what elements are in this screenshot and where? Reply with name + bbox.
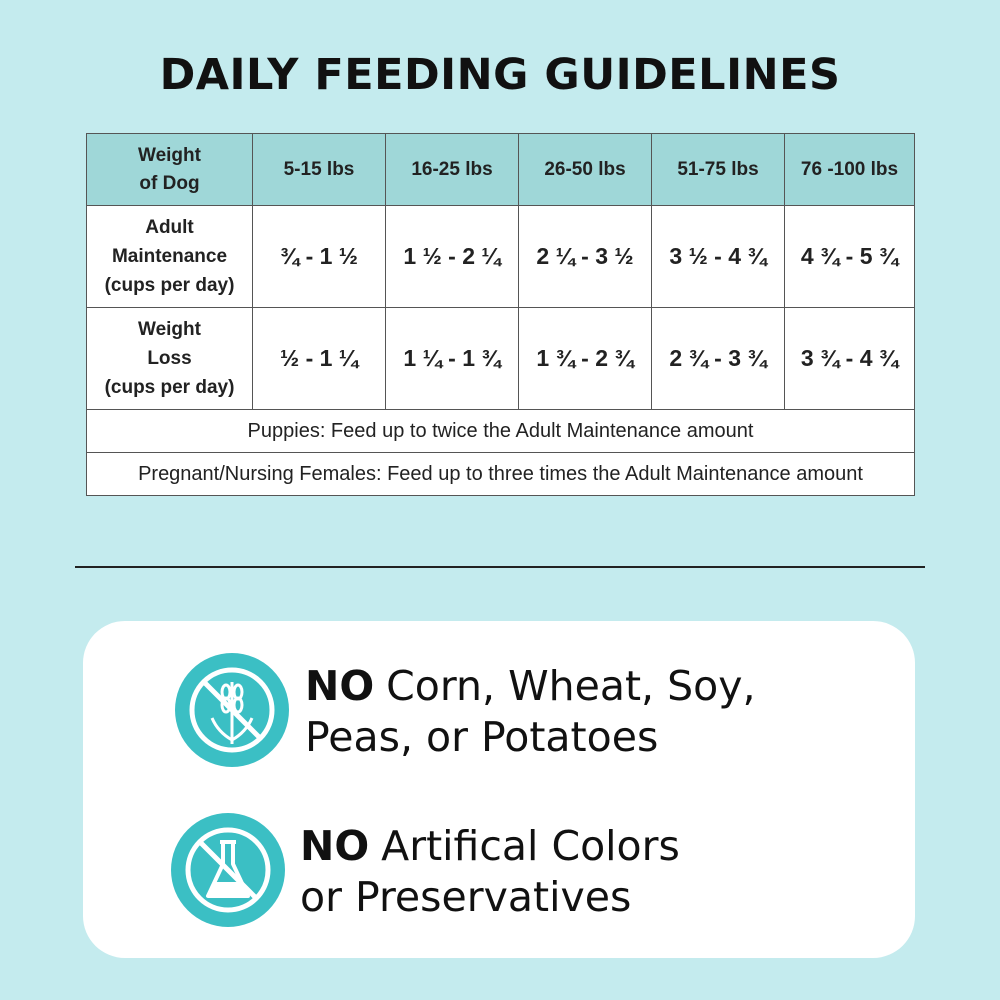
feature-text: NO Corn, Wheat, Soy, Peas, or Potatoes bbox=[305, 661, 756, 763]
cell: 2 ¼ - 3 ½ bbox=[518, 205, 652, 308]
row-label: Adult Maintenance (cups per day) bbox=[86, 205, 253, 308]
no-artificial-icon bbox=[171, 813, 285, 927]
title: DAILY FEEDING GUIDELINES bbox=[159, 50, 841, 100]
cell: ½ - 1 ¼ bbox=[252, 307, 386, 410]
cell: 3 ½ - 4 ¾ bbox=[651, 205, 785, 308]
header-row: Weight of Dog 5-15 lbs 16-25 lbs 26-50 l… bbox=[86, 133, 915, 206]
note-row: Puppies: Feed up to twice the Adult Main… bbox=[86, 409, 915, 453]
cell: 1 ½ - 2 ¼ bbox=[385, 205, 519, 308]
header-cell: 26-50 lbs bbox=[518, 133, 652, 206]
cell: ¾ - 1 ½ bbox=[252, 205, 386, 308]
note-row: Pregnant/Nursing Females: Feed up to thr… bbox=[86, 452, 915, 496]
header-cell: 16-25 lbs bbox=[385, 133, 519, 206]
cell: 4 ¾ - 5 ¾ bbox=[784, 205, 915, 308]
table-row: Adult Maintenance (cups per day) ¾ - 1 ½… bbox=[86, 205, 915, 308]
cell: 3 ¾ - 4 ¾ bbox=[784, 307, 915, 410]
header-cell: 5-15 lbs bbox=[252, 133, 386, 206]
header-cell: 76 -100 lbs bbox=[784, 133, 915, 206]
cell: 2 ¾ - 3 ¾ bbox=[651, 307, 785, 410]
cell: 1 ¾ - 2 ¾ bbox=[518, 307, 652, 410]
feature-text: NO Artifical Colors or Preservatives bbox=[300, 821, 680, 923]
feature-emphasis: NO bbox=[305, 662, 375, 710]
feeding-table: Weight of Dog 5-15 lbs 16-25 lbs 26-50 l… bbox=[86, 133, 915, 496]
header-cell: Weight of Dog bbox=[86, 133, 253, 206]
divider bbox=[75, 566, 925, 568]
note: Pregnant/Nursing Females: Feed up to thr… bbox=[86, 452, 915, 496]
feature-emphasis: NO bbox=[300, 822, 370, 870]
table-row: Weight Loss (cups per day) ½ - 1 ¼ 1 ¼ -… bbox=[86, 307, 915, 410]
header-cell: 51-75 lbs bbox=[651, 133, 785, 206]
cell: 1 ¼ - 1 ¾ bbox=[385, 307, 519, 410]
row-label: Weight Loss (cups per day) bbox=[86, 307, 253, 410]
feature-label: Corn, Wheat, Soy, Peas, or Potatoes bbox=[305, 662, 756, 761]
note: Puppies: Feed up to twice the Adult Main… bbox=[86, 409, 915, 453]
feature-label: Artifical Colors or Preservatives bbox=[300, 822, 680, 921]
grain-free-icon bbox=[175, 653, 289, 767]
